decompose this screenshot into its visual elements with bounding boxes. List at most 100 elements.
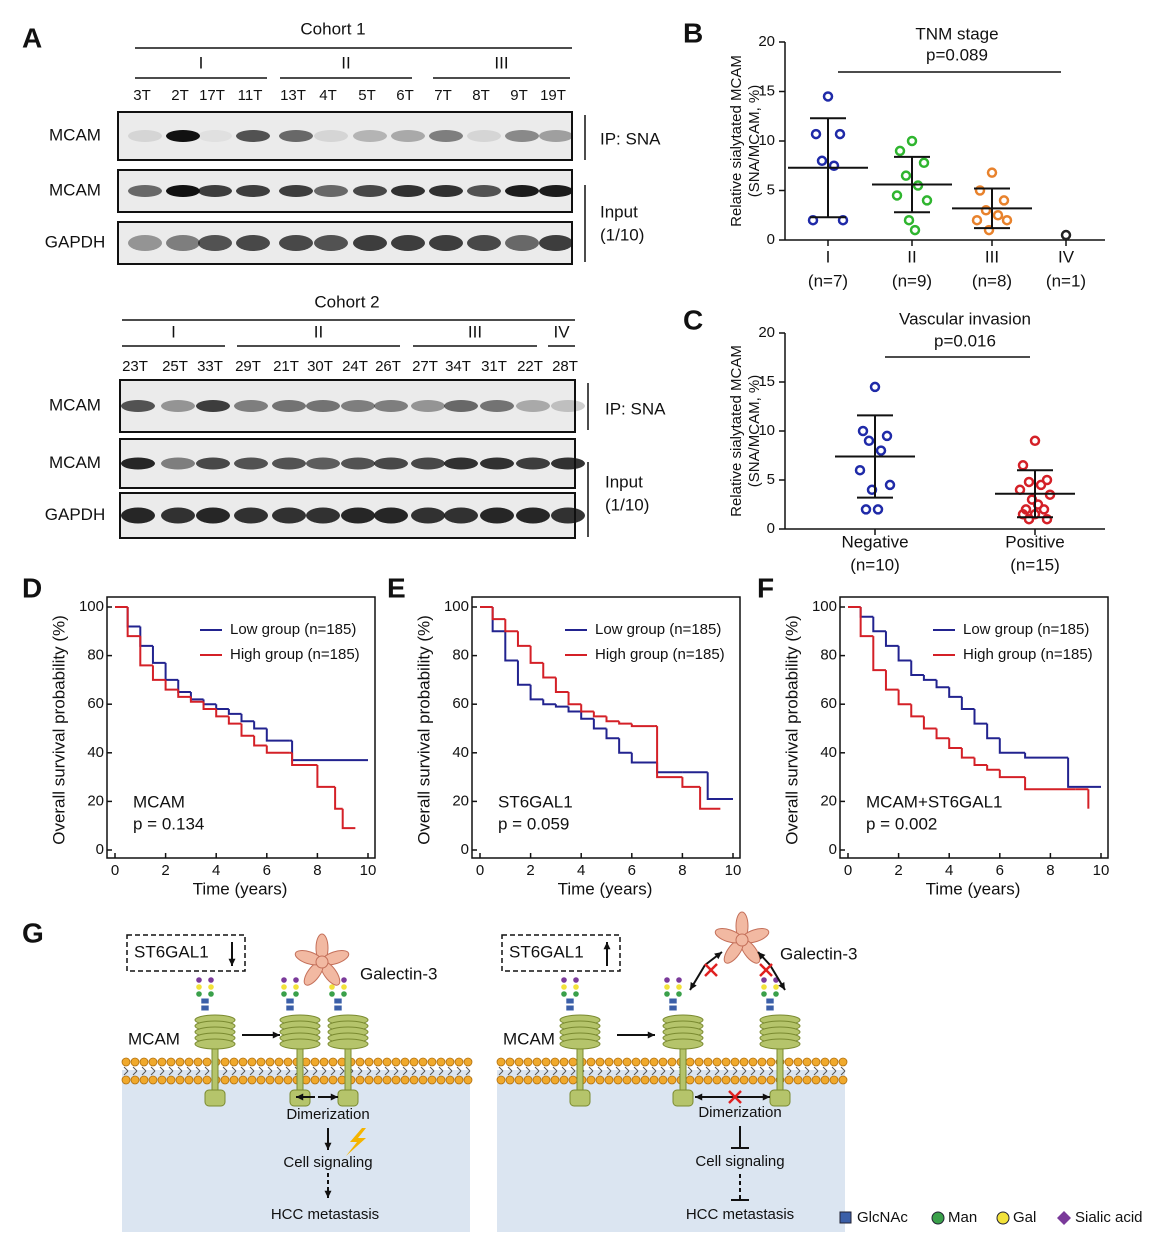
- glycan-unit: [676, 984, 682, 990]
- glycan-unit: [568, 998, 574, 1004]
- survival-step: [872, 616, 886, 633]
- annotation: p = 0.134: [133, 814, 204, 833]
- survival-step: [706, 772, 733, 800]
- lipid-head: [184, 1075, 194, 1085]
- lipid-head: [310, 1075, 320, 1085]
- glycan-unit: [281, 984, 287, 990]
- lipid-tail: [795, 1070, 801, 1076]
- lipid-tail: [705, 1070, 711, 1076]
- x-tick-label: IV: [1058, 247, 1075, 266]
- lipid-tail: [723, 1066, 729, 1072]
- y-tick-label: 80: [452, 647, 469, 664]
- enzyme-box: [126, 934, 246, 972]
- survival-step: [554, 677, 569, 694]
- survival-step: [960, 696, 975, 711]
- y-tick-label: 0: [767, 231, 775, 248]
- lipid-tail: [525, 1066, 531, 1072]
- lipid-head: [229, 1057, 239, 1067]
- band: [198, 235, 232, 251]
- data-point: [980, 205, 992, 216]
- lipid-tail: [750, 1066, 756, 1072]
- x-tick-label: Negative: [841, 532, 908, 551]
- survival-step: [897, 689, 912, 706]
- glycan-unit: [573, 991, 579, 997]
- lipid-tail: [186, 1066, 192, 1072]
- lipid-head: [121, 1057, 131, 1067]
- lipid-tail: [696, 1070, 702, 1076]
- data-point: [1035, 479, 1047, 491]
- survival-step: [910, 704, 924, 718]
- lipid-head: [712, 1057, 722, 1067]
- glycan-unit: [676, 977, 682, 983]
- data-point: [903, 214, 915, 226]
- sample-label: 7T: [434, 87, 452, 104]
- band: [429, 185, 463, 197]
- lipid-head: [586, 1075, 596, 1085]
- sample-label: 28T: [552, 358, 578, 375]
- y-tick-label: 100: [444, 598, 469, 615]
- lipid-tail: [768, 1070, 774, 1076]
- lipid-head: [811, 1057, 821, 1067]
- arrow-head: [762, 1093, 770, 1101]
- lipid-head: [364, 1057, 374, 1067]
- lipid-tail: [366, 1066, 372, 1072]
- group-label: IV: [553, 322, 570, 341]
- sample-label: 8T: [472, 87, 490, 104]
- lipid-tail: [498, 1070, 504, 1076]
- lightning: [346, 1128, 366, 1156]
- lipid-head: [418, 1075, 428, 1085]
- lipid-head: [505, 1075, 515, 1085]
- band: [306, 507, 340, 524]
- lipid-tail: [687, 1066, 693, 1072]
- lipid-head: [238, 1075, 248, 1085]
- lipid-head: [283, 1075, 293, 1085]
- glycan-unit: [573, 984, 579, 990]
- data-point: [998, 195, 1010, 206]
- lipid-head: [148, 1057, 158, 1067]
- lipid-tail: [231, 1070, 237, 1076]
- survival-step: [592, 711, 607, 718]
- data-point: [816, 155, 828, 167]
- lipid-head: [427, 1057, 437, 1067]
- data-point: [860, 504, 872, 515]
- lipid-head: [436, 1075, 446, 1085]
- survival-step: [1024, 752, 1069, 759]
- category-count: (n=8): [972, 271, 1012, 290]
- band: [411, 507, 445, 524]
- lipid-head: [811, 1075, 821, 1085]
- band: [551, 457, 585, 470]
- sample-label: 22T: [517, 358, 543, 375]
- survival-step: [334, 786, 343, 810]
- glycan-unit: [196, 984, 202, 990]
- blot-annotation: Input: [600, 202, 638, 221]
- glycan-unit: [761, 991, 767, 997]
- lipid-head: [721, 1057, 731, 1067]
- band: [166, 130, 200, 142]
- band: [467, 185, 501, 197]
- survival-step: [618, 738, 632, 754]
- band: [198, 185, 232, 197]
- lipid-head: [793, 1075, 803, 1085]
- p-value: p=0.016: [934, 331, 996, 350]
- arrow-head: [272, 1031, 280, 1039]
- band: [539, 130, 573, 142]
- x-tick-label: 6: [996, 862, 1004, 879]
- x-tick-label: Positive: [1005, 532, 1065, 551]
- lipid-head: [658, 1057, 668, 1067]
- survival-step: [1067, 757, 1101, 788]
- lipid-tail: [642, 1066, 648, 1072]
- band: [314, 130, 348, 142]
- lipid-head: [721, 1075, 731, 1085]
- lipid-tail: [168, 1070, 174, 1076]
- data-point: [891, 190, 903, 201]
- lipid-head: [820, 1057, 830, 1067]
- lipid-tail: [669, 1066, 675, 1072]
- x-tick-label: 4: [212, 862, 220, 879]
- lipid-head: [622, 1057, 632, 1067]
- survival-step: [948, 687, 962, 698]
- data-point: [1023, 513, 1035, 525]
- group-label: I: [199, 53, 204, 72]
- y-tick-label: 20: [758, 324, 775, 341]
- lipid-tail: [615, 1066, 621, 1072]
- data-point: [1041, 474, 1053, 486]
